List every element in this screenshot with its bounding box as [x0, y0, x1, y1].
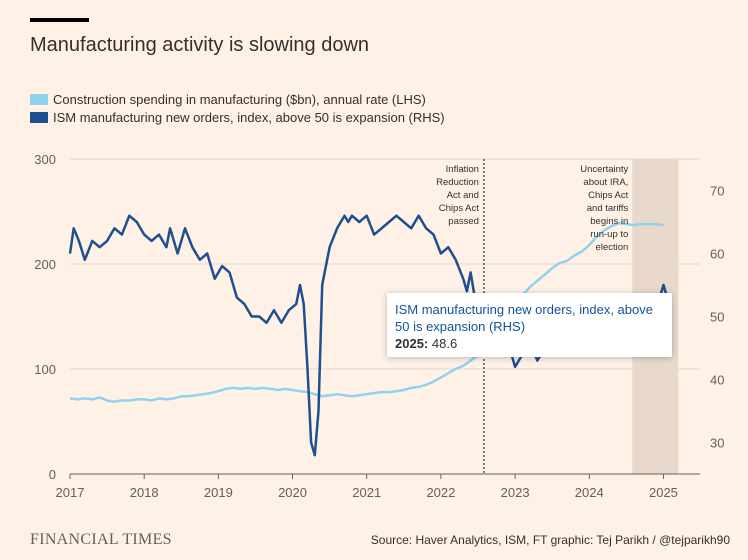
- annotation-uncertainty-line: Chips Act: [588, 190, 628, 201]
- legend-item-ism: ISM manufacturing new orders, index, abo…: [30, 108, 445, 126]
- x-tick-2019: 2019: [204, 485, 233, 500]
- annotation-uncertainty-line: Uncertainty: [580, 164, 628, 175]
- y-right-tick-30: 30: [710, 436, 724, 451]
- legend: Construction spending in manufacturing (…: [30, 90, 445, 126]
- annotation-ira-line: Chips Act: [439, 203, 479, 214]
- annotation-ira-line: Act and: [447, 190, 479, 201]
- chart-title: Manufacturing activity is slowing down: [30, 34, 370, 56]
- y-right-tick-40: 40: [710, 373, 724, 388]
- tooltip-value: 48.6: [431, 336, 458, 351]
- series-line-construction: [69, 221, 664, 403]
- ft-topbar: [30, 18, 89, 22]
- annotation-uncertainty-line: about IRA,: [583, 177, 628, 188]
- x-tick-2021: 2021: [352, 485, 381, 500]
- annotation-uncertainty-line: and tariffs: [587, 203, 629, 214]
- y-right-tick-60: 60: [710, 247, 724, 262]
- annotation-uncertainty-line: election: [596, 242, 629, 253]
- x-tick-2018: 2018: [130, 485, 159, 500]
- y-right-tick-70: 70: [710, 184, 724, 199]
- annotation-ira-line: Inflation: [446, 164, 479, 175]
- x-tick-2022: 2022: [426, 485, 455, 500]
- annotation-ira-line: Reduction: [436, 177, 479, 188]
- x-tick-2020: 2020: [278, 485, 307, 500]
- y-left-tick-0: 0: [49, 467, 56, 482]
- x-tick-2024: 2024: [575, 485, 604, 500]
- tooltip-value-row: 2025: 48.6: [395, 335, 664, 352]
- x-tick-2025: 2025: [649, 485, 678, 500]
- y-right-tick-50: 50: [710, 310, 724, 325]
- y-left-tick-100: 100: [34, 362, 56, 377]
- annotation-uncertainty-line: begins in: [590, 216, 628, 227]
- x-tick-2017: 2017: [56, 485, 85, 500]
- legend-label-ism: ISM manufacturing new orders, index, abo…: [53, 109, 445, 125]
- legend-item-construction: Construction spending in manufacturing (…: [30, 90, 445, 108]
- source-note: Source: Haver Analytics, ISM, FT graphic…: [370, 533, 730, 547]
- legend-swatch-construction: [30, 93, 48, 105]
- x-tick-2023: 2023: [501, 485, 530, 500]
- annotation-ira-line: passed: [448, 216, 479, 227]
- tooltip: ISM manufacturing new orders, index, abo…: [387, 293, 672, 357]
- annotation-uncertainty-line: run-up to: [590, 229, 628, 240]
- tooltip-year: 2025:: [395, 336, 429, 351]
- y-left-tick-200: 200: [34, 257, 56, 272]
- legend-swatch-ism: [30, 111, 48, 123]
- y-left-tick-300: 300: [34, 152, 56, 167]
- legend-label-construction: Construction spending in manufacturing (…: [53, 91, 426, 107]
- ft-logo: FINANCIAL TIMES: [30, 531, 172, 548]
- tooltip-series: ISM manufacturing new orders, index, abo…: [395, 302, 653, 334]
